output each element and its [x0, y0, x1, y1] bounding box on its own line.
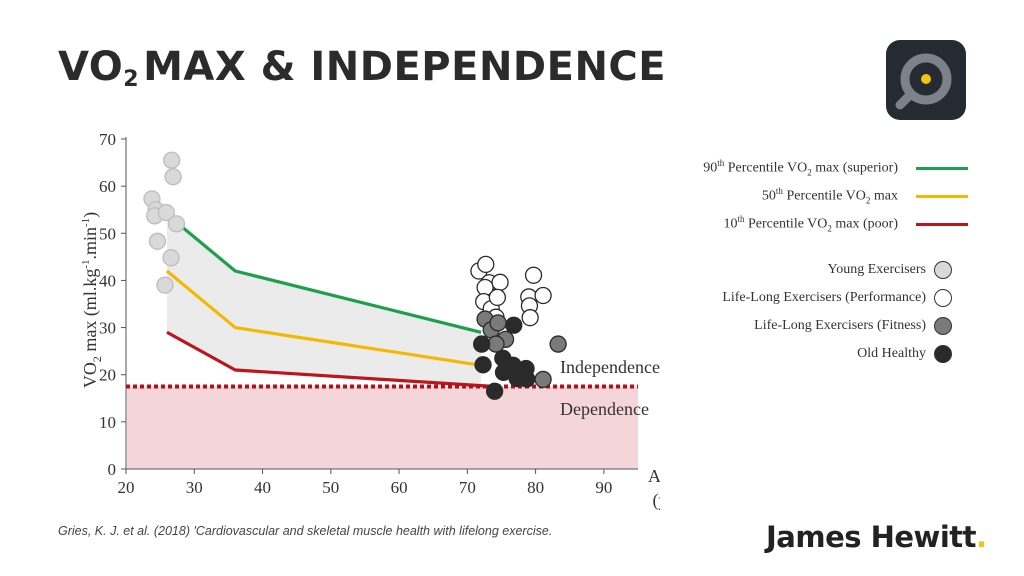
- x-tick-label: 90: [595, 478, 612, 497]
- brand-name: James Hewitt: [766, 520, 977, 554]
- legend: 90th Percentile VO2 max (superior) 50th P…: [660, 154, 980, 368]
- legend-marker-item: Old Healthy: [660, 340, 980, 368]
- vo2-max-chart: 0 10 20 30 40 50 60 70 20 30 40 50 60 70 80 90 Age (y) VO2…: [80, 130, 661, 511]
- legend-line-label: 10th Percentile VO2 max (poor): [723, 214, 898, 234]
- logo-dot: [921, 74, 931, 84]
- magnifier-target-icon: [886, 40, 966, 120]
- y-tick-label: 50: [99, 224, 116, 243]
- brand-logo: James Hewitt.: [766, 520, 987, 554]
- y-tick-label: 60: [99, 177, 116, 196]
- legend-marker-swatch: [934, 345, 952, 363]
- y-tick-label: 0: [108, 460, 117, 479]
- percentile-line-1: [165, 269, 482, 367]
- legend-line-swatch: [916, 194, 968, 198]
- legend-marker-item: Life-Long Exercisers (Performance): [660, 284, 980, 312]
- y-tick-label: 30: [99, 319, 116, 338]
- x-tick-label: 60: [391, 478, 408, 497]
- scatter-point-group-0: [157, 203, 175, 222]
- scatter-point-group-0: [156, 276, 174, 294]
- legend-marker-item: Young Exercisers: [660, 256, 980, 284]
- legend-line-swatch: [916, 222, 968, 226]
- legend-marker-swatch: [934, 261, 952, 279]
- y-tick-label: 70: [99, 130, 116, 149]
- x-tick-label: 50: [322, 478, 339, 497]
- scatter-point-group-1: [488, 288, 507, 307]
- x-tick-label: 80: [527, 478, 544, 497]
- scatter-point-group-2: [534, 370, 552, 389]
- y-tick-label: 10: [99, 413, 116, 432]
- scatter-point-group-3: [485, 382, 504, 400]
- legend-marker-swatch: [934, 289, 952, 307]
- percentile-band: [166, 214, 481, 386]
- legend-line-item: 90th Percentile VO2 max (superior): [660, 154, 980, 182]
- dependence-label: Dependence: [560, 399, 649, 419]
- percentile-line-0: [165, 213, 482, 334]
- x-tick-label: 40: [254, 478, 271, 497]
- independence-label: Independence: [560, 357, 660, 377]
- scatter-point-group-3: [474, 356, 492, 374]
- scatter-point-group-3: [473, 335, 491, 353]
- logo-handle: [895, 89, 916, 110]
- legend-line-item: 10th Percentile VO2 max (poor): [660, 210, 980, 238]
- scatter-point-group-0: [163, 151, 181, 169]
- scatter-point-group-0: [148, 232, 167, 250]
- brand-dot: .: [976, 520, 987, 554]
- legend-marker-label: Old Healthy: [857, 346, 926, 361]
- legend-marker-label: Life-Long Exercisers (Performance): [722, 290, 926, 305]
- legend-line-label: 50th Percentile VO2 max: [761, 186, 898, 206]
- legend-line-swatch: [916, 166, 968, 170]
- x-tick-label: 30: [186, 478, 203, 497]
- x-axis-unit: (y): [653, 490, 661, 511]
- dependence-region: [127, 386, 638, 469]
- scatter-point-group-2: [549, 335, 567, 353]
- scatter-point-group-1: [477, 255, 495, 274]
- legend-marker-label: Young Exercisers: [827, 262, 926, 277]
- scatter-point-group-2: [489, 314, 507, 332]
- x-tick-label: 20: [118, 478, 135, 497]
- scatter-point-group-1: [534, 286, 552, 305]
- citation: Gries, K. J. et al. (2018) 'Cardiovascul…: [58, 524, 553, 538]
- legend-line-item: 50th Percentile VO2 max: [660, 182, 980, 210]
- scatter-point-group-3: [505, 316, 523, 334]
- scatter-point-group-1: [491, 273, 509, 291]
- scatter-point-group-1: [524, 266, 543, 284]
- page-title: VO2 MAX & INDEPENDENCE: [58, 44, 667, 92]
- y-tick-label: 20: [99, 366, 116, 385]
- scatter-point-group-1: [521, 309, 539, 327]
- scatter-point-group-0: [164, 168, 182, 186]
- y-tick-label: 40: [99, 271, 116, 290]
- percentile-line-2: [166, 330, 495, 389]
- legend-marker-item: Life-Long Exercisers (Fitness): [660, 312, 980, 340]
- scatter-point-group-0: [167, 215, 186, 233]
- legend-line-label: 90th Percentile VO2 max (superior): [703, 158, 898, 178]
- legend-marker-swatch: [934, 317, 952, 335]
- scatter-point-group-3: [508, 369, 526, 388]
- legend-marker-label: Life-Long Exercisers (Fitness): [754, 318, 926, 333]
- y-axis-label: VO2 max (ml.kg-1.min-1): [80, 212, 104, 388]
- x-axis-label: Age: [648, 466, 660, 486]
- logo-ring: [900, 53, 952, 105]
- scatter-point-group-0: [162, 249, 180, 267]
- x-tick-label: 70: [459, 478, 476, 497]
